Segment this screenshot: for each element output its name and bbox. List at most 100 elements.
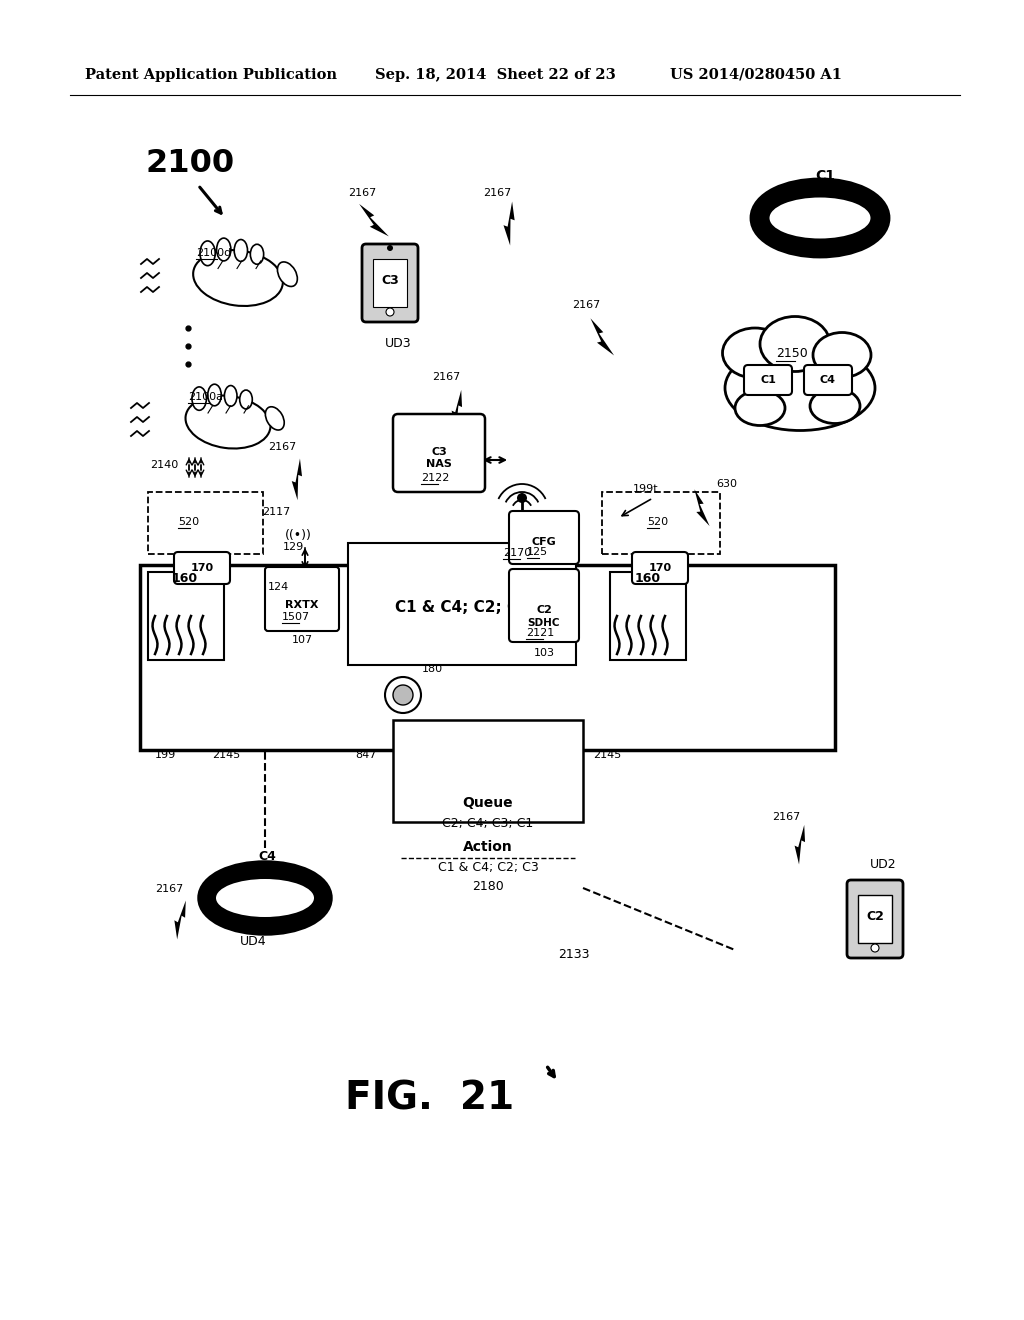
FancyBboxPatch shape (804, 366, 852, 395)
Text: 170: 170 (648, 564, 672, 573)
Text: 2167: 2167 (155, 884, 183, 894)
Text: 2117: 2117 (262, 507, 290, 517)
Ellipse shape (725, 346, 874, 430)
Ellipse shape (224, 385, 237, 407)
Text: 520: 520 (178, 517, 199, 527)
Text: C3: C3 (381, 273, 399, 286)
Polygon shape (292, 458, 302, 500)
Text: C2; C4; C3; C1: C2; C4; C3; C1 (442, 817, 534, 830)
Ellipse shape (216, 879, 314, 917)
FancyBboxPatch shape (140, 565, 835, 750)
Polygon shape (174, 900, 185, 940)
Text: 2140: 2140 (150, 459, 178, 470)
FancyBboxPatch shape (362, 244, 418, 322)
Text: 847: 847 (355, 750, 377, 760)
Text: 2122: 2122 (421, 473, 450, 483)
FancyBboxPatch shape (744, 366, 792, 395)
Ellipse shape (185, 396, 270, 449)
Text: 125: 125 (527, 546, 548, 557)
FancyBboxPatch shape (393, 719, 583, 822)
Text: C4: C4 (258, 850, 275, 863)
Text: UD3: UD3 (385, 337, 412, 350)
Text: CFG: CFG (531, 537, 556, 546)
Text: 2167: 2167 (772, 812, 800, 822)
Ellipse shape (769, 198, 870, 239)
Text: C2: C2 (536, 605, 552, 615)
Text: ((•)): ((•)) (285, 528, 311, 541)
Text: 2167: 2167 (348, 187, 376, 198)
Ellipse shape (250, 244, 263, 264)
Text: 2100d: 2100d (196, 248, 231, 257)
Ellipse shape (723, 327, 787, 378)
Text: RXTX: RXTX (286, 601, 318, 610)
Text: 170: 170 (190, 564, 214, 573)
Text: US 2014/0280450 A1: US 2014/0280450 A1 (670, 69, 842, 82)
FancyBboxPatch shape (148, 572, 224, 660)
Circle shape (871, 944, 879, 952)
Text: 2121: 2121 (526, 628, 554, 638)
Text: 520: 520 (647, 517, 668, 527)
Circle shape (387, 246, 393, 251)
Text: 199: 199 (155, 750, 176, 760)
Text: 107: 107 (292, 635, 312, 645)
FancyBboxPatch shape (610, 572, 686, 660)
FancyBboxPatch shape (632, 552, 688, 583)
Circle shape (385, 677, 421, 713)
Circle shape (517, 492, 527, 503)
Text: 199t: 199t (633, 484, 658, 494)
Text: C1: C1 (815, 169, 835, 183)
Text: Queue: Queue (463, 796, 513, 810)
Text: 2170: 2170 (503, 548, 531, 558)
Text: 2167: 2167 (432, 372, 460, 381)
Ellipse shape (200, 242, 215, 265)
Ellipse shape (217, 238, 230, 261)
Text: 2145: 2145 (212, 750, 241, 760)
Circle shape (393, 685, 413, 705)
Text: 160: 160 (172, 572, 198, 585)
Ellipse shape (194, 249, 283, 306)
Text: NAS: NAS (426, 459, 452, 469)
Polygon shape (694, 490, 710, 527)
Text: C1: C1 (760, 375, 776, 385)
Ellipse shape (735, 391, 785, 425)
Text: 2133: 2133 (558, 948, 590, 961)
Text: 2180: 2180 (472, 880, 504, 894)
Text: 2167: 2167 (483, 187, 511, 198)
Circle shape (386, 308, 394, 315)
Text: C3: C3 (431, 447, 446, 457)
Ellipse shape (240, 389, 252, 409)
Text: 103: 103 (534, 648, 555, 657)
Text: 2150: 2150 (776, 347, 808, 360)
Polygon shape (359, 203, 389, 236)
Ellipse shape (810, 388, 860, 424)
Ellipse shape (760, 317, 830, 371)
Text: UD2: UD2 (869, 858, 896, 871)
Text: C2: C2 (866, 909, 884, 923)
FancyBboxPatch shape (265, 568, 339, 631)
Text: 2100: 2100 (145, 148, 234, 180)
Ellipse shape (234, 239, 248, 261)
Text: 180: 180 (422, 664, 442, 675)
FancyBboxPatch shape (373, 259, 407, 308)
Text: Patent Application Publication: Patent Application Publication (85, 69, 337, 82)
Polygon shape (591, 318, 614, 355)
Text: 630: 630 (716, 479, 737, 488)
Text: C1 & C4; C2; C3: C1 & C4; C2; C3 (395, 599, 528, 615)
Text: 124: 124 (268, 582, 289, 591)
Polygon shape (795, 825, 805, 865)
FancyBboxPatch shape (393, 414, 485, 492)
Text: 160: 160 (635, 572, 662, 585)
Text: 2100a: 2100a (188, 392, 223, 403)
Text: C1 & C4; C2; C3: C1 & C4; C2; C3 (437, 862, 539, 874)
FancyBboxPatch shape (509, 511, 579, 564)
FancyBboxPatch shape (847, 880, 903, 958)
Text: 2145: 2145 (593, 750, 622, 760)
FancyBboxPatch shape (509, 569, 579, 642)
FancyBboxPatch shape (174, 552, 230, 583)
Text: 2167: 2167 (268, 442, 296, 451)
Ellipse shape (193, 387, 207, 411)
Polygon shape (452, 389, 462, 429)
Text: FIG.  21: FIG. 21 (345, 1078, 515, 1117)
Text: 129: 129 (283, 543, 304, 552)
Text: UD4: UD4 (240, 935, 266, 948)
